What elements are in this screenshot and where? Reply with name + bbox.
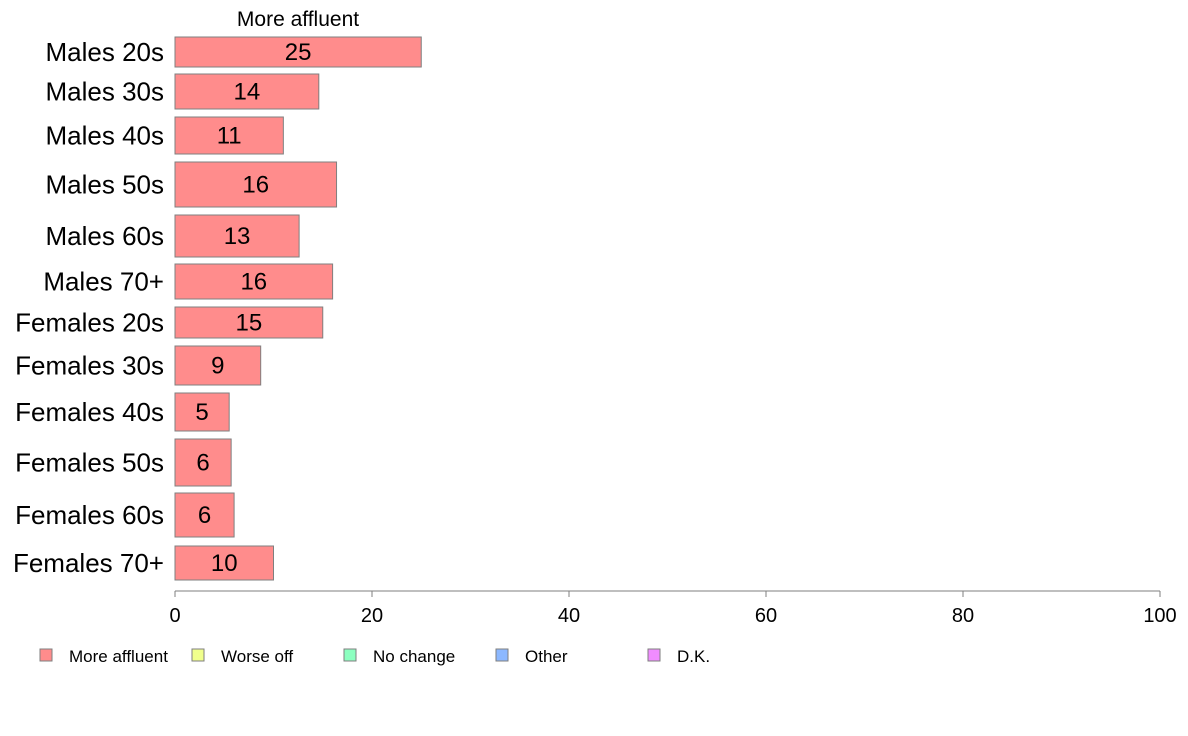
category-label: Males 40s <box>46 121 165 151</box>
x-tick-label: 40 <box>558 605 580 627</box>
legend-label: More affluent <box>69 647 168 666</box>
x-tick-label: 100 <box>1143 605 1176 627</box>
bar <box>174 438 232 487</box>
bar <box>174 36 422 68</box>
bar <box>174 73 320 110</box>
x-axis: 0 20 40 60 80 100 <box>169 590 1177 627</box>
legend: More affluent Worse off No change Other D.K. <box>39 647 710 666</box>
bar <box>174 214 300 258</box>
category-label: Males 70+ <box>43 267 164 297</box>
value-label: 6 <box>198 502 211 529</box>
category-label: Males 50s <box>46 170 165 200</box>
bar <box>174 392 230 432</box>
chart-title: More affluent <box>237 8 359 31</box>
value-label: 25 <box>285 39 312 66</box>
category-label: Females 20s <box>15 308 164 338</box>
value-label: 16 <box>242 172 269 199</box>
category-label: Females 40s <box>15 397 164 427</box>
category-label: Males 20s <box>46 37 165 67</box>
category-label: Females 60s <box>15 500 164 530</box>
value-label: 15 <box>236 310 263 337</box>
value-label: 14 <box>234 79 261 106</box>
value-label: 16 <box>240 269 267 296</box>
category-label: Females 50s <box>15 448 164 478</box>
category-label: Females 70+ <box>13 548 164 578</box>
bars-group: Males 20s 25 Males 30s 14 Males 40s 11 Males 5… <box>13 36 422 581</box>
bar <box>174 161 338 208</box>
x-tick-label: 60 <box>755 605 777 627</box>
value-label: 11 <box>217 123 242 150</box>
x-tick-label: 20 <box>361 605 383 627</box>
category-label: Females 30s <box>15 351 164 381</box>
value-label: 13 <box>224 223 251 250</box>
category-label: Males 60s <box>46 221 165 251</box>
value-label: 10 <box>211 550 238 577</box>
bar <box>174 345 262 386</box>
x-tick-label: 80 <box>952 605 974 627</box>
bar <box>174 492 235 538</box>
legend-swatch <box>39 648 53 662</box>
legend-label: Other <box>525 647 568 666</box>
bar <box>174 263 334 300</box>
legend-label: No change <box>373 647 455 666</box>
value-label: 5 <box>195 399 208 426</box>
value-label: 9 <box>211 353 224 380</box>
bar <box>174 116 284 155</box>
category-label: Males 30s <box>46 77 165 107</box>
legend-swatch <box>343 648 357 662</box>
bar <box>174 545 274 581</box>
legend-label: D.K. <box>677 647 710 666</box>
x-tick-label: 0 <box>169 605 180 627</box>
legend-label: Worse off <box>221 647 293 666</box>
bar <box>174 306 324 339</box>
legend-swatch <box>495 648 509 662</box>
value-label: 6 <box>196 450 209 477</box>
legend-swatch <box>191 648 205 662</box>
legend-swatch <box>647 648 661 662</box>
